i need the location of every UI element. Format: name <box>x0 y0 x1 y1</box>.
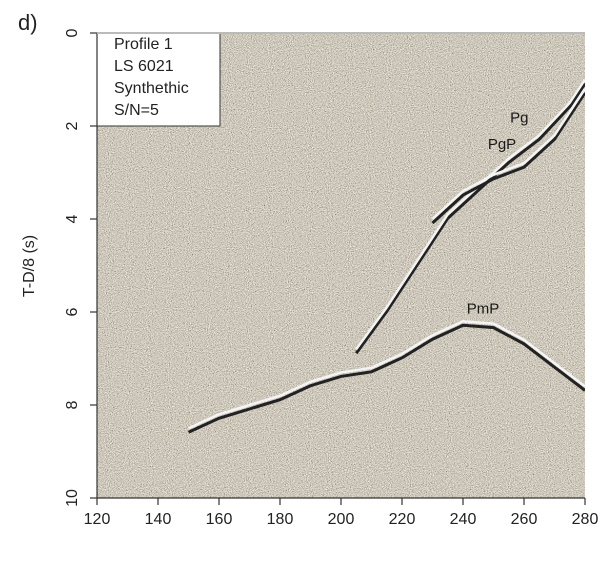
y-tick-label: 10 <box>64 489 81 507</box>
annotation-line: LS 6021 <box>114 58 174 75</box>
y-tick-label: 8 <box>64 400 81 409</box>
curve-shadow <box>187 323 585 434</box>
x-tick-label: 140 <box>145 511 172 528</box>
curve <box>431 88 585 220</box>
annotation-box <box>96 32 221 127</box>
curve-shadow <box>431 91 585 225</box>
y-tick-label: 4 <box>64 214 81 223</box>
y-axis-label: T-D/8 (s) <box>21 235 38 297</box>
series-label: Pg <box>510 109 528 126</box>
x-tick-label: 240 <box>450 511 477 528</box>
x-tick-label: 160 <box>206 511 233 528</box>
annotation-line: Synthethic <box>114 80 189 97</box>
annotation-line: Profile 1 <box>114 36 173 53</box>
curves <box>187 78 585 434</box>
x-tick-label: 260 <box>511 511 538 528</box>
y-tick-label: 6 <box>64 307 81 316</box>
curve <box>187 320 585 430</box>
series-label: PmP <box>467 300 500 317</box>
panel-label: d) <box>18 10 38 35</box>
y-tick-label: 2 <box>64 121 81 130</box>
x-tick-label: 220 <box>389 511 416 528</box>
x-tick-label: 180 <box>267 511 294 528</box>
y-tick-label: 0 <box>64 28 81 37</box>
series-label: PgP <box>488 136 516 153</box>
curve-shadow <box>355 82 585 355</box>
annotation-line: S/N=5 <box>114 102 159 119</box>
x-tick-label: 200 <box>328 511 355 528</box>
x-tick-label: 280 <box>572 511 599 528</box>
x-tick-label: 120 <box>84 511 111 528</box>
